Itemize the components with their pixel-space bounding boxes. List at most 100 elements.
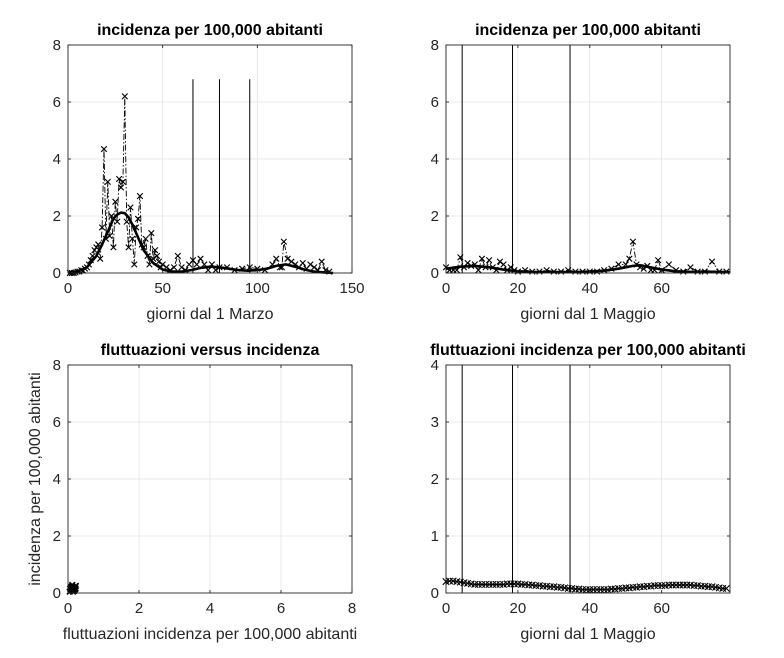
y-tick-label: 6 xyxy=(431,94,439,111)
data-point-marker xyxy=(687,264,694,271)
data-point-marker xyxy=(273,255,280,262)
chart-panel-3: 0 2 4 6 8 0 2 4 6 8 fluttuazioni versus incidenza f… xyxy=(27,342,357,643)
y-tick-label: 8 xyxy=(53,357,61,374)
y-tick-label: 4 xyxy=(431,151,439,168)
data-point-marker xyxy=(174,252,182,260)
data-point-marker xyxy=(98,224,106,231)
data-point-marker xyxy=(299,259,306,267)
chart-title: fluttuazioni versus incidenza xyxy=(101,342,320,359)
x-axis-label: fluttuazioni incidenza per 100,000 abita… xyxy=(63,626,357,643)
x-axis-label: giorni dal 1 Maggio xyxy=(520,626,655,643)
y-tick-label: 0 xyxy=(53,265,61,282)
x-tick-label: 150 xyxy=(339,280,364,297)
data-point-marker xyxy=(136,192,144,200)
y-tick-label: 1 xyxy=(431,528,439,545)
x-tick-label: 60 xyxy=(653,600,670,617)
chart-panel-2: 0 20 40 60 0 2 4 6 8 incidenza per 100,000 abitan… xyxy=(431,22,731,323)
data-point-marker xyxy=(197,255,204,262)
data-point-marker xyxy=(112,198,119,205)
data-point-marker xyxy=(127,204,134,211)
data-point-marker xyxy=(72,585,79,593)
y-tick-label: 4 xyxy=(53,151,61,168)
data-point-marker xyxy=(284,255,291,262)
data-point-marker xyxy=(131,261,138,268)
data-point-marker xyxy=(142,235,149,242)
data-point-marker xyxy=(478,255,486,262)
y-tick-label: 0 xyxy=(431,265,439,282)
series-line-smoothed xyxy=(445,264,731,274)
x-tick-label: 40 xyxy=(581,280,598,297)
x-tick-label: 0 xyxy=(442,280,450,297)
data-point-marker xyxy=(178,264,185,271)
x-tick-label: 100 xyxy=(245,280,270,297)
x-tick-label: 60 xyxy=(653,280,670,297)
y-tick-label: 6 xyxy=(53,94,61,111)
y-tick-label: 4 xyxy=(431,357,439,374)
data-point-marker xyxy=(665,261,673,268)
chart-panel-1: 0 50 100 150 0 2 4 6 8 incidenza per 100,000 abit… xyxy=(53,22,365,323)
data-point-marker xyxy=(104,178,111,185)
x-tick-label: 20 xyxy=(510,280,527,297)
data-point-marker xyxy=(100,145,108,153)
x-tick-label: 50 xyxy=(154,280,171,297)
data-point-marker xyxy=(159,261,166,268)
data-point-marker xyxy=(310,264,318,271)
x-tick-label: 0 xyxy=(64,600,72,617)
data-point-marker xyxy=(629,238,637,245)
data-point-marker xyxy=(125,244,132,251)
y-tick-label: 4 xyxy=(53,471,61,488)
data-point-marker xyxy=(148,229,155,237)
data-point-marker xyxy=(475,266,482,274)
y-tick-label: 8 xyxy=(53,37,61,54)
data-point-marker xyxy=(117,184,125,191)
x-tick-label: 0 xyxy=(442,600,450,617)
data-point-marker xyxy=(114,218,121,225)
data-point-marker xyxy=(91,247,98,254)
data-point-marker xyxy=(280,238,288,245)
data-point-marker xyxy=(500,261,507,268)
x-tick-label: 2 xyxy=(135,600,143,617)
chart-title: incidenza per 100,000 abitanti xyxy=(475,22,701,39)
x-tick-label: 40 xyxy=(581,600,598,617)
data-point-marker xyxy=(93,244,100,251)
x-tick-label: 4 xyxy=(206,600,214,617)
data-point-marker xyxy=(318,258,325,265)
y-tick-label: 2 xyxy=(53,208,61,225)
x-axis-label: giorni dal 1 Marzo xyxy=(146,306,273,323)
data-point-marker xyxy=(115,175,123,183)
data-point-marker xyxy=(288,258,295,265)
data-point-marker xyxy=(151,247,159,254)
y-tick-label: 3 xyxy=(431,414,439,431)
data-point-marker xyxy=(153,252,161,260)
data-point-marker xyxy=(96,255,104,262)
data-point-marker xyxy=(129,235,136,242)
data-point-marker xyxy=(193,261,200,268)
data-point-marker xyxy=(155,258,163,265)
data-point-marker xyxy=(307,261,314,268)
data-point-marker xyxy=(457,254,464,261)
y-tick-label: 8 xyxy=(431,37,439,54)
data-point-marker xyxy=(110,244,117,251)
series-line-smoothed xyxy=(67,211,334,275)
chart-title: fluttuazioni incidenza per 100,000 abita… xyxy=(430,342,746,359)
y-tick-label: 2 xyxy=(431,208,439,225)
data-point-marker xyxy=(121,93,128,100)
data-point-marker xyxy=(708,258,716,265)
data-point-marker xyxy=(134,215,142,223)
y-tick-label: 6 xyxy=(53,414,61,431)
y-tick-label: 2 xyxy=(431,471,439,488)
data-point-marker xyxy=(654,256,662,264)
y-tick-label: 0 xyxy=(431,585,439,602)
x-tick-label: 8 xyxy=(348,600,356,617)
x-tick-label: 6 xyxy=(277,600,285,617)
data-point-marker xyxy=(170,264,178,271)
data-point-marker xyxy=(626,255,633,262)
x-tick-label: 20 xyxy=(510,600,527,617)
y-axis-label: incidenza per 100,000 abitanti xyxy=(27,372,44,586)
x-axis-label: giorni dal 1 Maggio xyxy=(520,306,655,323)
data-point-marker xyxy=(119,178,127,185)
data-point-marker xyxy=(485,256,493,264)
chart-title: incidenza per 100,000 abitanti xyxy=(97,22,323,39)
